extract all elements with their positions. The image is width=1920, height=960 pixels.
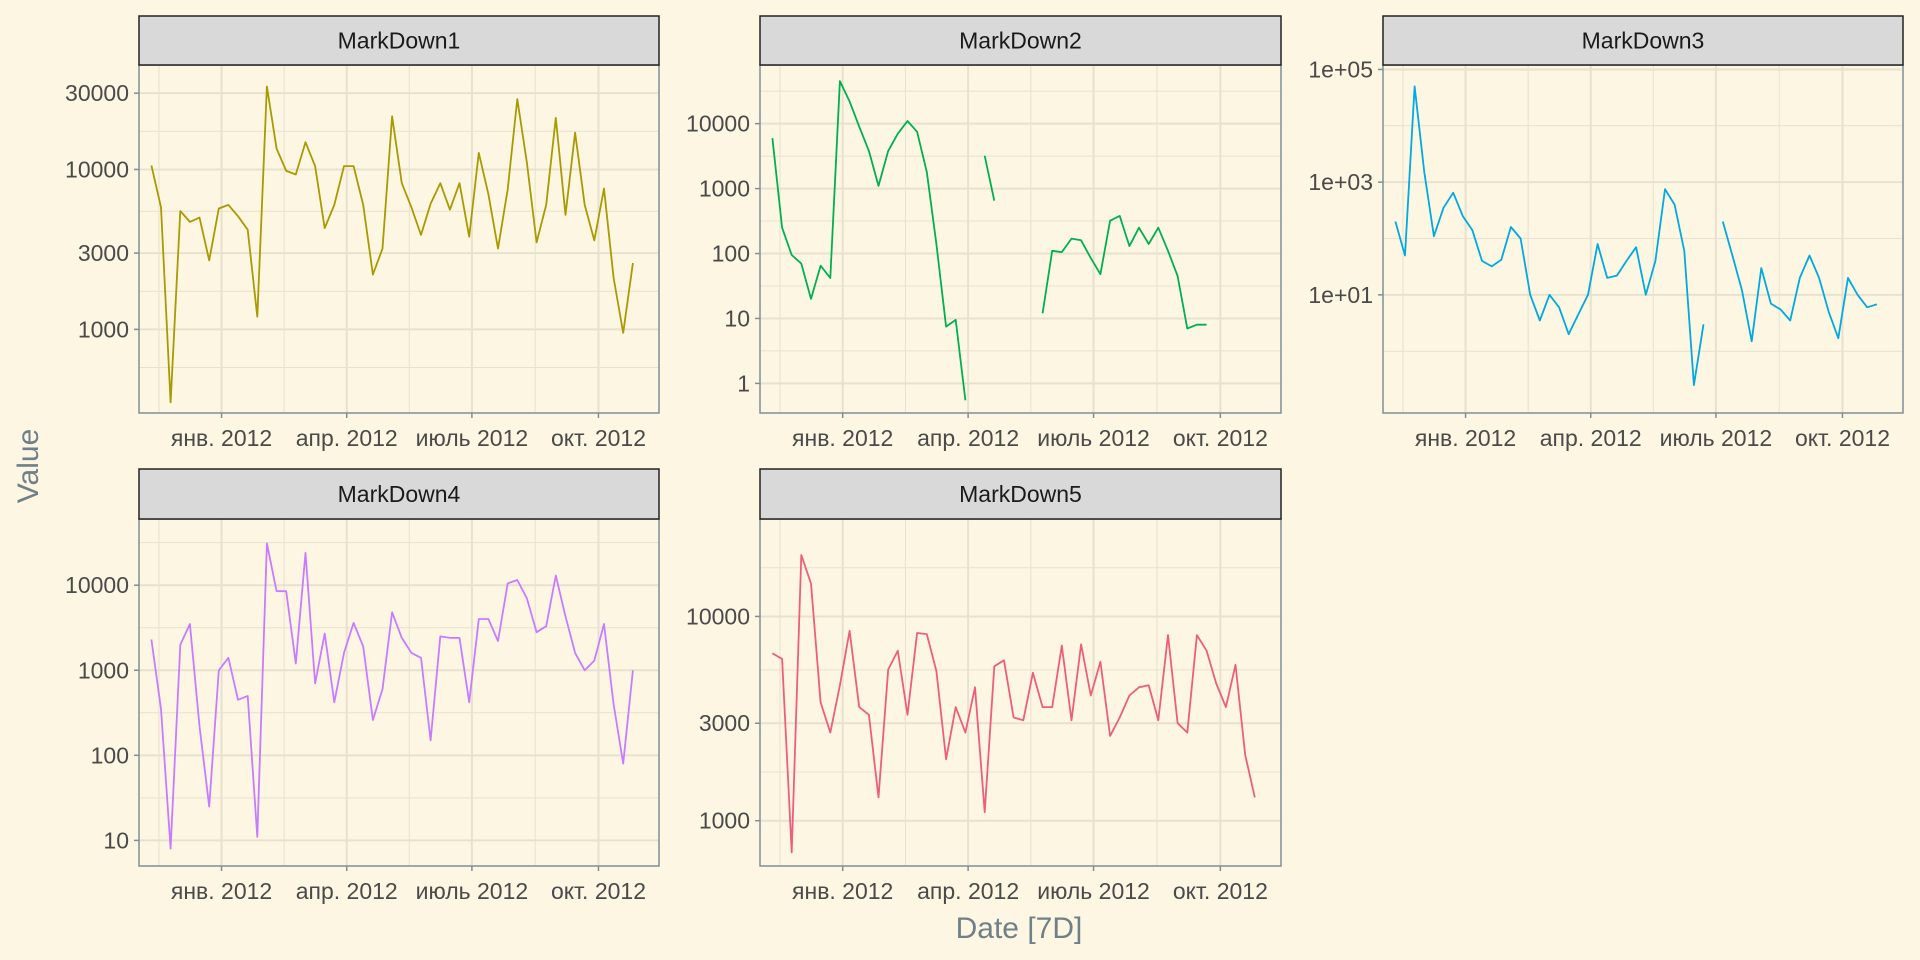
x-tick-label: окт. 2012	[551, 878, 646, 904]
x-tick-label: июль 2012	[1037, 878, 1150, 904]
facet-panels: янв. 2012 апр. 2012 июль 2012 окт. 2012 1000…	[65, 15, 1904, 904]
facet-strip	[138, 15, 660, 66]
facet-strip	[759, 468, 1282, 520]
y-tick-label: 100	[712, 241, 750, 267]
facet-panel-1: янв. 2012 апр. 2012 июль 2012 окт. 2012 1000…	[65, 15, 660, 451]
y-tick-label: 1e+03	[1308, 169, 1373, 195]
facet-panel-5: янв. 2012 апр. 2012 июль 2012 окт. 2012 1000…	[686, 468, 1282, 904]
x-tick-label: янв. 2012	[171, 425, 272, 451]
panel-background	[139, 519, 659, 866]
y-tick-label: 1000	[699, 808, 750, 834]
x-tick-label: июль 2012	[1037, 425, 1150, 451]
x-tick-label: окт. 2012	[1795, 425, 1890, 451]
series-line	[771, 80, 967, 401]
y-tick-label: 100	[91, 742, 129, 768]
y-axis-title: Value	[12, 429, 45, 504]
x-tick-label: окт. 2012	[1173, 878, 1268, 904]
x-tick-label: окт. 2012	[551, 425, 646, 451]
y-tick-label: 3000	[699, 710, 750, 736]
y-tick-label: 30000	[65, 80, 129, 106]
x-tick-label: июль 2012	[416, 425, 529, 451]
facet-strip-label: MarkDown3	[1582, 28, 1705, 54]
series-line	[150, 542, 634, 850]
series-line	[150, 85, 634, 404]
y-tick-label: 1	[737, 370, 750, 396]
x-tick-label: апр. 2012	[917, 878, 1019, 904]
facet-strip-label: MarkDown1	[338, 28, 461, 54]
facet-panel-4: янв. 2012 апр. 2012 июль 2012 окт. 2012 10 10…	[65, 468, 660, 904]
x-tick-label: июль 2012	[1660, 425, 1773, 451]
y-tick-label: 1000	[78, 657, 129, 683]
y-tick-label: 1e+01	[1308, 282, 1373, 308]
series-line	[983, 155, 996, 201]
y-tick-label: 1000	[699, 176, 750, 202]
y-tick-label: 1000	[78, 316, 129, 342]
x-tick-label: апр. 2012	[917, 425, 1019, 451]
series-line	[771, 554, 1256, 854]
y-tick-label: 10	[724, 305, 750, 331]
y-tick-label: 10000	[686, 603, 750, 629]
facet-strip-label: MarkDown4	[338, 481, 461, 507]
y-tick-label: 1e+05	[1308, 56, 1373, 82]
panel-background	[760, 519, 1281, 866]
facet-strip	[759, 15, 1282, 66]
x-tick-label: окт. 2012	[1173, 425, 1268, 451]
y-tick-label: 10	[103, 827, 129, 853]
series-line	[1721, 221, 1878, 343]
panel-background	[139, 65, 659, 413]
facet-strip	[1382, 15, 1904, 66]
facet-strip-label: MarkDown2	[959, 28, 1082, 54]
y-tick-label: 3000	[78, 240, 129, 266]
facet-panel-2: янв. 2012 апр. 2012 июль 2012 окт. 2012 1 10 1…	[686, 15, 1282, 451]
x-tick-label: янв. 2012	[1415, 425, 1516, 451]
x-tick-label: янв. 2012	[792, 878, 893, 904]
facet-strip-label: MarkDown5	[959, 481, 1082, 507]
x-tick-label: янв. 2012	[792, 425, 893, 451]
x-tick-label: апр. 2012	[296, 878, 398, 904]
facet-strip	[138, 468, 660, 520]
x-tick-label: апр. 2012	[296, 425, 398, 451]
x-axis-title: Date [7D]	[956, 912, 1083, 945]
series-line	[1394, 85, 1705, 387]
facet-panel-3: янв. 2012 апр. 2012 июль 2012 окт. 2012 1e+0…	[1308, 15, 1904, 451]
y-tick-label: 10000	[686, 111, 750, 137]
x-tick-label: янв. 2012	[171, 878, 272, 904]
y-tick-label: 10000	[65, 572, 129, 598]
series-line	[1041, 214, 1207, 330]
x-tick-label: апр. 2012	[1540, 425, 1642, 451]
y-tick-label: 10000	[65, 156, 129, 182]
x-tick-label: июль 2012	[416, 878, 529, 904]
